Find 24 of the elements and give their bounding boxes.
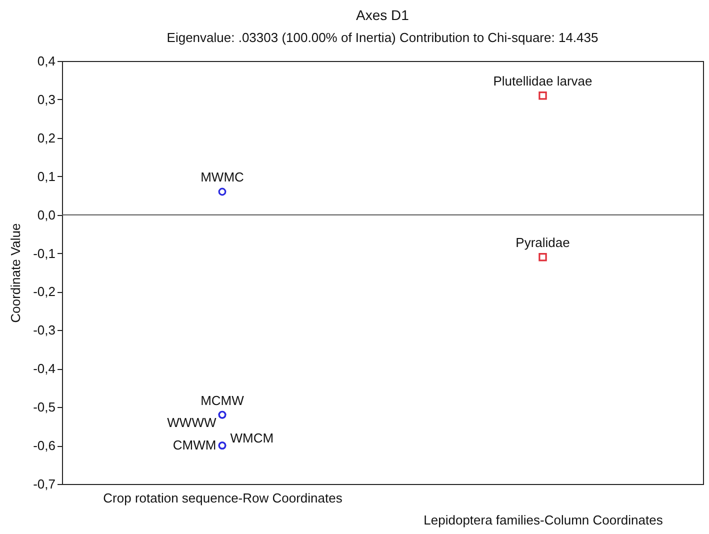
y-tick-label: -0,6	[33, 438, 56, 454]
x-tick-label: Lepidoptera families-Column Coordinates	[424, 512, 664, 528]
chart-subtitle: Eigenvalue: .03303 (100.00% of Inertia) Contribution to Chi-square: 14.435	[166, 30, 598, 45]
annotation: WMCM	[230, 430, 274, 446]
y-tick-label: 0,2	[37, 130, 56, 146]
annotation: WWWW	[167, 414, 217, 430]
annotation: CMWM	[172, 438, 216, 453]
x-tick-label: Crop rotation sequence-Row Coordinates	[103, 490, 343, 506]
y-tick-label: -0,3	[33, 322, 56, 338]
annotation: Pyralidae	[516, 235, 570, 250]
y-tick-label: -0,1	[33, 246, 56, 261]
y-tick-label: -0,5	[33, 400, 56, 415]
y-axis-title: Coordinate Value	[8, 223, 24, 323]
y-tick-label: -0,7	[33, 476, 56, 492]
y-tick-label: 0,4	[37, 54, 56, 68]
y-tick-label: 0,0	[37, 207, 56, 222]
chart-title: Axes D1	[356, 7, 410, 23]
annotation: MWMC	[200, 170, 244, 185]
y-tick-label: -0,2	[33, 284, 56, 300]
y-tick-label: 0,3	[37, 92, 56, 107]
y-tick-label: -0,4	[33, 361, 56, 376]
annotation: MCMW	[200, 392, 245, 408]
y-tick-label: 0,1	[37, 168, 56, 184]
annotation: Plutellidae larvae	[493, 74, 592, 89]
